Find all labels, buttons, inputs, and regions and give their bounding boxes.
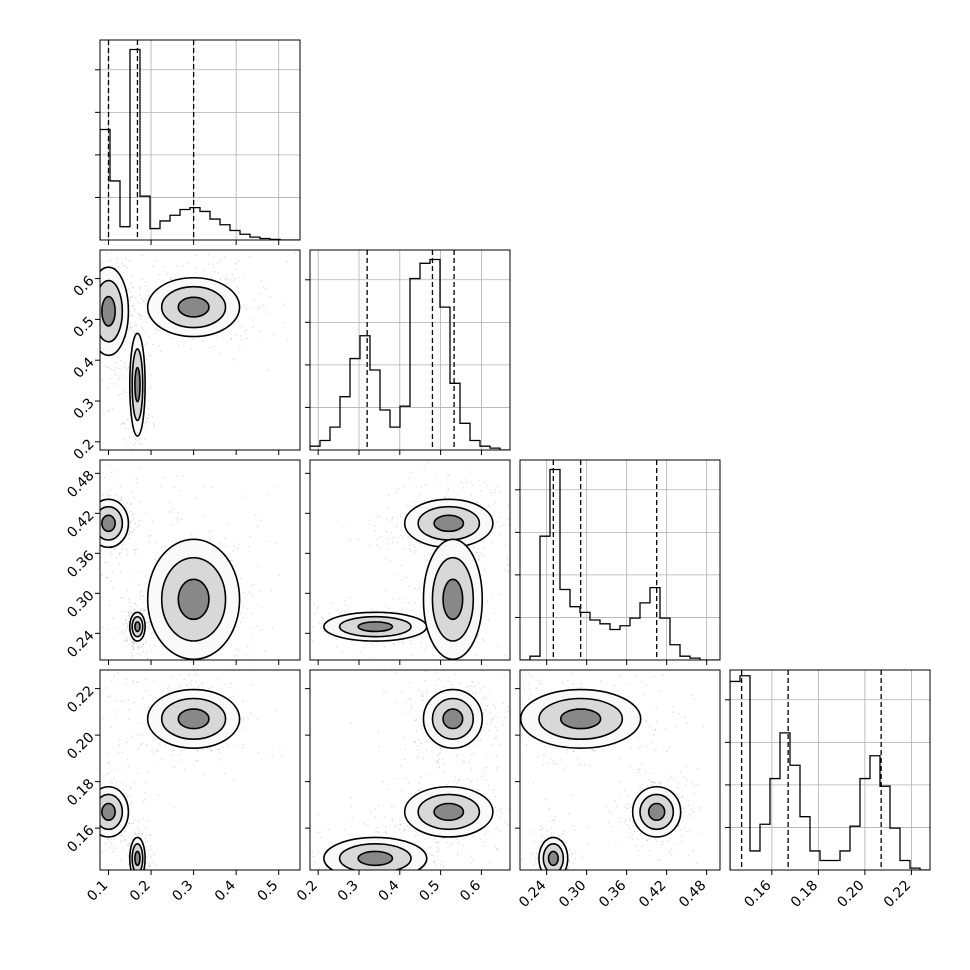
panel-frame-1-1 <box>309 249 511 451</box>
panel-3-0: 0.1 0.2 0.3 0.4 0.5 0.16 0.18 0.20 0.22 <box>64 669 301 905</box>
contour-1-0-2-2 <box>177 296 210 318</box>
histogram-3 <box>730 675 930 870</box>
panel-frame-2-1 <box>309 459 511 661</box>
tick-label-y-2-2: 0.36 <box>64 548 97 581</box>
panel-frame-3-2 <box>519 669 721 871</box>
tick-label-y-2-1: 0.30 <box>64 588 97 621</box>
tick-label-x-1-2: 0.4 <box>376 877 403 904</box>
tick-label-x-0-1: 0.2 <box>127 878 154 905</box>
tick-label-x-2-4: 0.48 <box>676 878 709 911</box>
contour-2-0-2-2 <box>177 578 210 621</box>
tick-label-x-3-3: 0.22 <box>881 878 914 911</box>
contour-3-2-1-2 <box>547 850 559 867</box>
panel-1-1 <box>305 249 511 455</box>
panel-2-1 <box>305 459 511 665</box>
tick-label-y-2-4: 0.48 <box>64 468 97 501</box>
tick-label-y-2-3: 0.42 <box>64 508 97 541</box>
tick-label-x-1-1: 0.3 <box>335 878 362 905</box>
tick-label-y-3-0: 0.16 <box>64 822 97 855</box>
tick-label-y-3-3: 0.22 <box>64 683 97 716</box>
tick-label-x-3-1: 0.18 <box>788 878 821 911</box>
contour-2-0-0-2 <box>101 514 116 533</box>
tick-label-x-2-2: 0.36 <box>596 877 629 910</box>
tick-label-x-1-3: 0.5 <box>416 878 443 905</box>
tick-label-x-3-2: 0.20 <box>834 878 867 911</box>
tick-label-y-1-3: 0.5 <box>71 314 98 341</box>
panel-1-0: 0.2 0.3 0.4 0.5 0.6 <box>71 249 301 463</box>
tick-label-y-1-2: 0.4 <box>71 354 98 381</box>
panel-frame-2-0 <box>99 459 301 661</box>
tick-label-y-2-0: 0.24 <box>64 628 97 661</box>
contour-3-2-0-2 <box>647 802 666 822</box>
panel-3-2: 0.24 0.30 0.36 0.42 0.48 <box>515 669 721 911</box>
tick-label-y-3-2: 0.20 <box>64 729 97 762</box>
histogram-1 <box>310 258 510 450</box>
contour-3-0-0-2 <box>101 802 116 822</box>
panel-frame-2-2 <box>519 459 721 661</box>
panel-2-2 <box>515 459 721 665</box>
scatter-3-0 <box>100 670 300 870</box>
contour-1-0-0-2 <box>101 295 116 327</box>
tick-label-x-1-0: 0.2 <box>294 878 321 905</box>
tick-label-x-0-2: 0.3 <box>169 878 196 905</box>
tick-label-x-1-4: 0.6 <box>457 877 484 904</box>
contour-3-1-2-2 <box>442 708 464 730</box>
histogram-2 <box>520 468 720 660</box>
tick-label-y-1-4: 0.6 <box>71 273 98 300</box>
contour-2-1-1-2 <box>357 621 394 633</box>
panel-0-0 <box>95 39 301 245</box>
tick-label-y-1-1: 0.3 <box>71 395 98 422</box>
tick-label-x-0-4: 0.5 <box>254 878 281 905</box>
contour-1-0-1-2 <box>134 366 141 403</box>
contour-3-0-1-2 <box>134 850 141 867</box>
panel-frame-0-0 <box>99 39 301 241</box>
tick-label-y-3-1: 0.18 <box>64 776 97 809</box>
panel-3-1: 0.2 0.3 0.4 0.5 0.6 <box>294 669 511 905</box>
contour-2-1-0-2 <box>433 514 465 533</box>
histogram-0 <box>100 48 300 240</box>
panel-frame-1-0 <box>99 249 301 451</box>
tick-label-x-0-0: 0.1 <box>84 878 111 905</box>
panel-3-3: 0.16 0.18 0.20 0.22 <box>725 669 931 911</box>
contour-2-0-1-2 <box>134 621 141 633</box>
tick-label-x-2-1: 0.30 <box>556 878 589 911</box>
contour-3-1-0-2 <box>433 802 465 822</box>
scatter-2-1 <box>312 461 510 660</box>
tick-label-x-2-0: 0.24 <box>516 877 549 910</box>
panel-frame-3-3 <box>729 669 931 871</box>
contour-3-0-2-2 <box>177 708 210 730</box>
tick-label-x-3-0: 0.16 <box>741 877 774 910</box>
panel-frame-3-0 <box>99 669 301 871</box>
tick-label-x-2-3: 0.42 <box>636 878 669 911</box>
contour-3-1-1-2 <box>357 850 394 867</box>
contour-3-2-2-2 <box>559 708 602 730</box>
tick-label-y-1-0: 0.2 <box>71 436 98 463</box>
panel-frame-3-1 <box>309 669 511 871</box>
tick-label-x-0-3: 0.4 <box>212 877 239 904</box>
contour-2-1-2-2 <box>442 578 464 621</box>
